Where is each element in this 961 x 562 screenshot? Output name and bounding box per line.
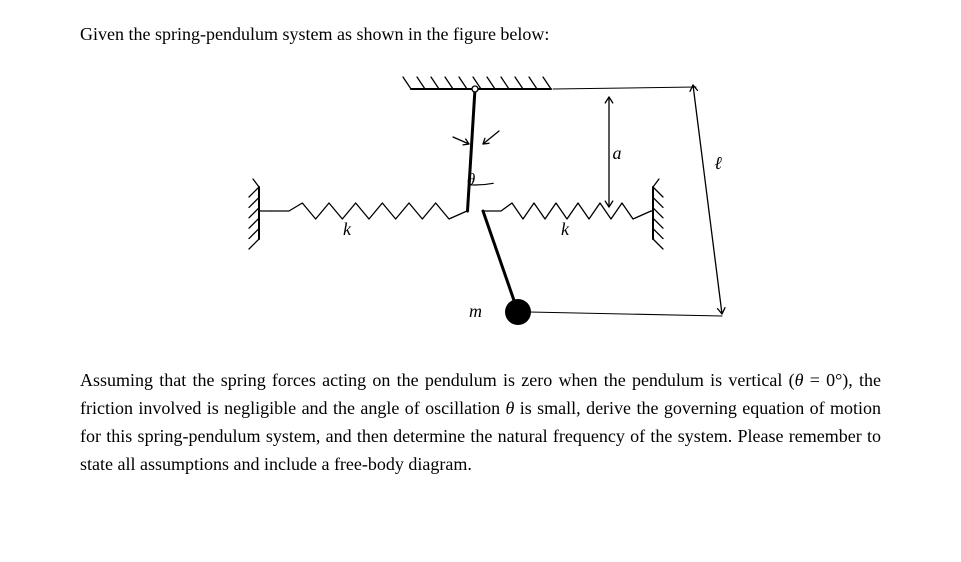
svg-text:k: k — [343, 219, 352, 239]
svg-text:m: m — [469, 301, 482, 321]
svg-text:ℓ: ℓ — [714, 153, 722, 173]
caption-text-1: Assuming that the spring forces acting o… — [80, 370, 795, 390]
svg-text:θ: θ — [466, 170, 474, 189]
problem-caption: Assuming that the spring forces acting o… — [80, 367, 881, 479]
svg-text:a: a — [612, 143, 621, 163]
spring-pendulum-diagram: a ℓ k k θ m — [221, 59, 741, 349]
figure-container: a ℓ k k θ m — [80, 59, 881, 349]
problem-prompt: Given the spring-pendulum system as show… — [80, 22, 881, 47]
svg-text:k: k — [561, 219, 570, 239]
caption-eq: = 0 — [803, 370, 835, 390]
